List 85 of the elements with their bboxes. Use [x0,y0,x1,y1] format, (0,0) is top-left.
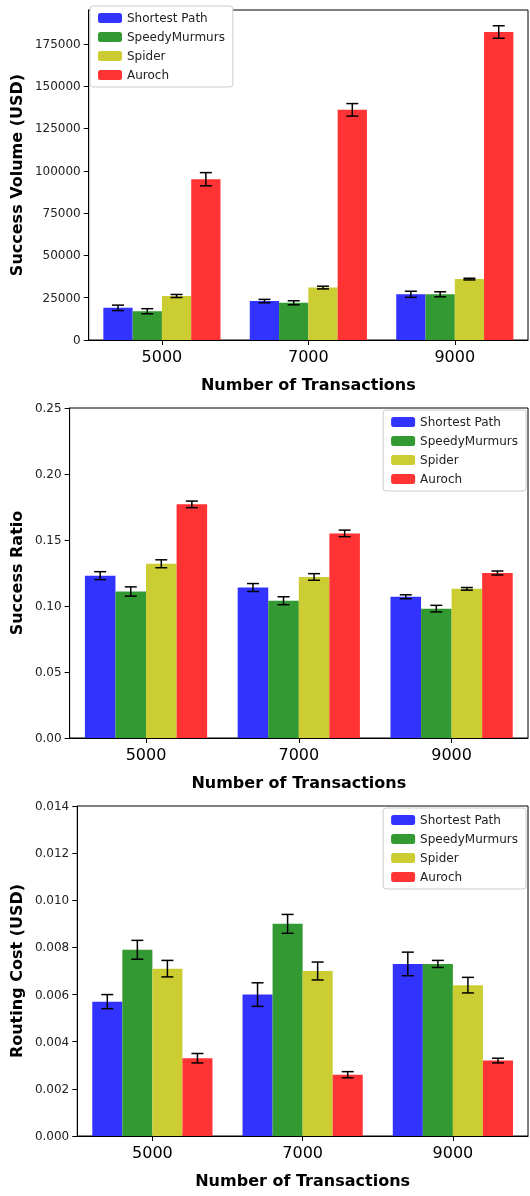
bar [272,923,303,1136]
y-tick-label: 0.25 [34,401,62,415]
x-axis-title: Number of Transactions [195,1170,411,1190]
legend-label: Auroch [420,870,463,884]
legend-label: SpeedyMurmurs [420,434,519,448]
legend-label: SpeedyMurmurs [127,30,225,44]
bar [396,294,426,340]
bar [268,600,299,738]
bar [279,302,309,340]
bar [329,533,360,738]
legend-label: Auroch [127,68,170,82]
bar [103,307,133,340]
y-axis-title: Success Volume (USD) [6,73,26,277]
bar [451,588,483,738]
legend-label: Shortest Path [420,415,501,429]
legend-label: Spider [127,49,166,63]
bar [422,963,453,1136]
x-axis-title: Number of Transactions [191,772,407,792]
legend-label: Auroch [420,472,463,486]
y-tick-label: 125000 [34,121,81,136]
x-axis-title: Number of Transactions [200,374,416,394]
x-tick-label: 9000 [434,346,476,366]
y-tick-label: 25000 [42,290,81,305]
legend-label: Shortest Path [127,11,208,25]
bar [237,587,269,738]
bar [132,311,162,340]
x-tick-label: 9000 [431,744,472,764]
bar [92,1001,123,1136]
y-axis-title: Routing Cost (USD) [6,883,26,1059]
x-tick-label: 7000 [282,1142,323,1162]
bar [115,591,147,738]
y-tick-label: 0.00 [34,731,62,745]
bar [146,563,177,738]
bar [191,179,221,340]
bar [182,1058,213,1136]
y-tick-label: 0.004 [34,1034,70,1049]
y-tick-label: 175000 [34,36,81,51]
bar [390,596,422,738]
x-tick-label: 7000 [278,744,320,764]
x-tick-label: 5000 [132,1142,173,1162]
y-tick-label: 0.20 [34,467,62,481]
bar [482,1060,513,1136]
bar [337,109,367,340]
y-tick-label: 0.15 [34,533,62,547]
y-tick-label: 0.05 [34,665,62,679]
bar [122,949,153,1136]
legend-label: Shortest Path [420,813,501,827]
bar [242,994,273,1136]
x-tick-label: 7000 [287,346,329,366]
bar [454,279,485,340]
y-tick-label: 0.002 [34,1081,70,1096]
y-tick-label: 0.10 [34,599,62,613]
y-tick-label: 75000 [42,206,81,221]
bar [249,301,280,340]
y-tick-label: 0.010 [34,893,70,908]
y-tick-label: 0.006 [34,987,70,1002]
y-tick-label: 100000 [34,163,81,178]
y-tick-label: 0.008 [34,940,70,955]
bar [152,968,183,1136]
bar [484,32,514,340]
bar [84,575,116,738]
x-tick-label: 9000 [432,1142,474,1162]
y-tick-label: 0.012 [34,846,70,861]
y-tick-label: 0.000 [34,1129,70,1143]
y-tick-label: 50000 [42,248,81,263]
x-tick-label: 5000 [141,346,183,366]
legend-label: Spider [420,851,459,865]
y-tick-label: 0.014 [34,799,70,813]
bar [161,296,192,340]
bar [421,608,452,738]
y-tick-label: 0 [73,333,81,347]
bar [308,287,338,340]
bar [425,294,455,340]
bar [302,971,333,1136]
bar [392,963,423,1136]
bar [452,985,483,1136]
x-tick-label: 5000 [125,744,167,764]
bar [176,504,208,738]
bar [332,1074,363,1136]
bar [298,576,330,738]
legend-label: Spider [420,453,459,467]
legend-label: SpeedyMurmurs [420,832,519,846]
y-tick-label: 150000 [34,79,81,94]
bar [482,573,513,738]
y-axis-title: Success Ratio [6,510,26,636]
